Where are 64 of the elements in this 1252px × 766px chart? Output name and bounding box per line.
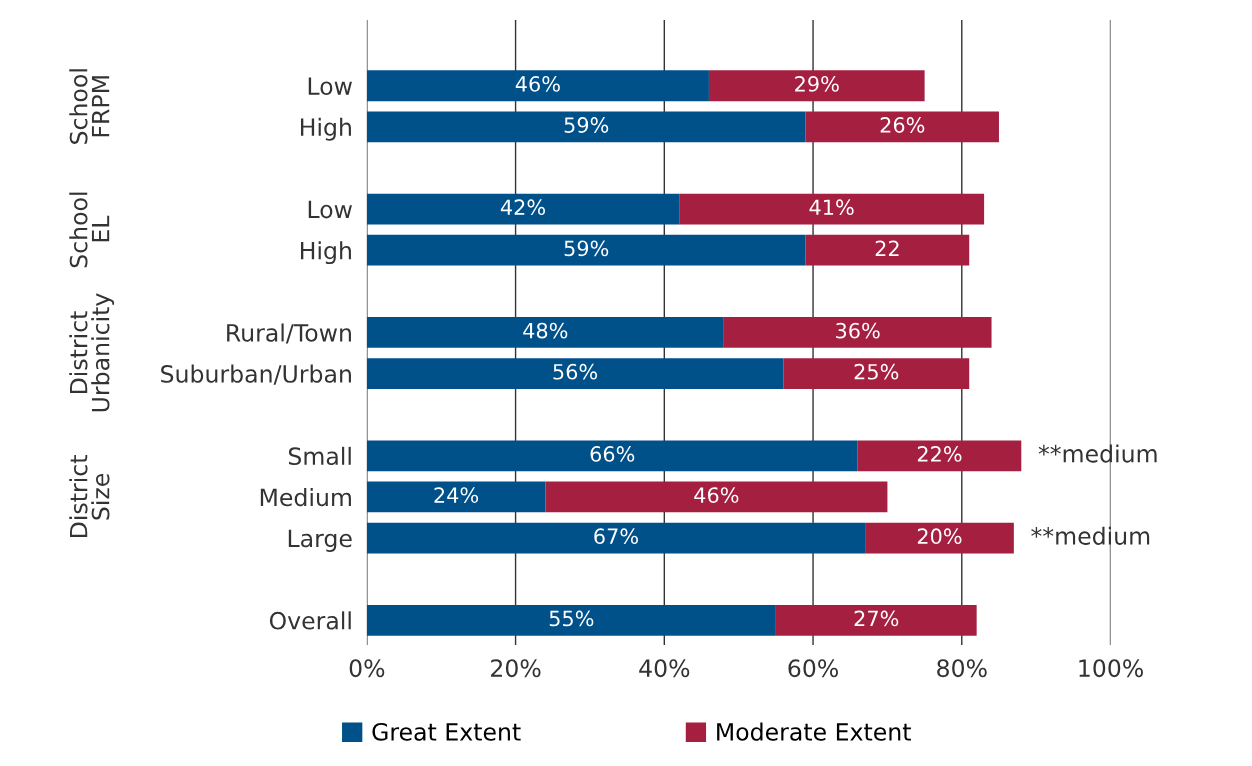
data-label: 67% — [594, 528, 638, 545]
bar — [366, 522, 866, 554]
bar — [366, 358, 784, 389]
data-label: 22 — [875, 240, 899, 256]
y-tick-label: Small — [288, 446, 351, 466]
data-label: 27% — [854, 610, 899, 627]
x-tick-label: 20% — [491, 659, 541, 678]
data-label: 41% — [809, 199, 854, 216]
bar — [783, 358, 970, 389]
bar — [366, 111, 806, 143]
bar — [366, 317, 724, 348]
data-label: 22% — [917, 446, 962, 462]
y-tick-label: Suburban/Urban — [161, 364, 351, 385]
data-label: 55% — [549, 610, 594, 627]
bar — [708, 70, 925, 102]
bar — [366, 440, 858, 472]
y-tick-label: Large — [288, 529, 352, 552]
x-tick-label: 60% — [788, 659, 838, 678]
bar — [857, 440, 1022, 472]
data-label: 25% — [854, 363, 899, 380]
bar — [723, 317, 992, 348]
data-label: 42% — [500, 199, 546, 216]
data-label: 46% — [515, 76, 560, 92]
x-tick-label: 40% — [639, 659, 690, 678]
bar — [865, 522, 1014, 554]
y-tick-label: Low — [308, 77, 352, 96]
bar — [366, 70, 709, 102]
data-label: 66% — [590, 446, 635, 462]
data-label: 20% — [917, 528, 962, 545]
y-tick-label: Rural/Town — [227, 323, 351, 344]
data-label: 56% — [553, 363, 598, 380]
text: School FRPM — [69, 69, 110, 144]
x-tick-label: 0% — [349, 659, 385, 678]
bar — [805, 234, 970, 266]
annotation: **medium — [1038, 444, 1157, 463]
bar — [679, 193, 985, 225]
y-tick-label: Overall — [269, 611, 351, 630]
text: District Urbanicity — [69, 293, 115, 412]
y-tick-label: Medium — [260, 487, 351, 507]
text: School EL — [69, 192, 110, 268]
x-tick-label: 100% — [1079, 659, 1143, 678]
bar — [366, 234, 806, 266]
y-tick-label: Low — [308, 200, 352, 219]
data-label: 36% — [836, 322, 880, 339]
data-label: 46% — [694, 487, 739, 503]
data-label: 26% — [880, 117, 925, 133]
bar — [366, 481, 546, 513]
data-label: 59% — [564, 240, 609, 257]
y-tick-label: High — [301, 241, 351, 265]
data-label: 24% — [434, 487, 479, 503]
annotation: **medium — [1031, 526, 1150, 545]
x-tick-label: 80% — [937, 659, 987, 678]
text: District Size — [69, 455, 110, 538]
bar — [545, 481, 888, 513]
legend-label: Great Extent — [372, 722, 521, 741]
data-label: 29% — [795, 76, 839, 92]
bar — [775, 604, 977, 636]
y-tick-label: High — [301, 117, 351, 141]
data-label: 48% — [523, 322, 568, 339]
legend-label: Moderate Extent — [717, 722, 911, 741]
bar — [366, 193, 680, 225]
data-label: 59% — [564, 117, 609, 133]
bar — [805, 111, 999, 143]
bar — [366, 604, 776, 636]
